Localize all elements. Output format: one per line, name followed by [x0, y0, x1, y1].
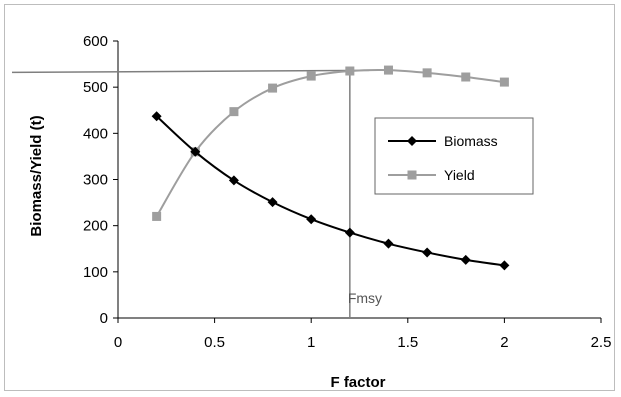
annotations-layer: Fmsy [11, 69, 382, 318]
yield-point [229, 107, 239, 117]
legend-item-yield: Yield [388, 167, 475, 183]
x-tick-label: 2 [500, 334, 508, 351]
x-tick-label: 1.5 [397, 334, 418, 351]
yield-line [155, 68, 505, 217]
y-tick-label: 400 [83, 125, 108, 142]
y-tick-label: 600 [83, 33, 108, 50]
y-tick-label: 100 [83, 264, 108, 281]
chart-frame [4, 4, 615, 391]
biomass-point [151, 111, 162, 122]
yield-point [345, 66, 355, 76]
x-tick-label: 0.5 [204, 334, 225, 351]
biomass-point [190, 146, 201, 157]
x-tick-label: 1 [307, 334, 315, 351]
y-tick-label: 500 [83, 79, 108, 96]
yield-point [152, 211, 162, 221]
series-layer [151, 65, 510, 271]
legend-label: Biomass [444, 133, 498, 149]
yield-point [499, 77, 509, 87]
x-axis-title: F factor [330, 374, 385, 391]
biomass-point [267, 197, 278, 208]
biomass-point [460, 254, 471, 265]
y-axis-title: Biomass/Yield (t) [28, 115, 45, 236]
y-tick-label: 200 [83, 218, 108, 235]
x-tick-label: 0 [114, 334, 122, 351]
biomass-point [422, 247, 433, 258]
msy-reference-line [11, 69, 370, 74]
biomass-series [151, 111, 510, 271]
biomass-line [155, 115, 505, 267]
yield-point [383, 65, 393, 75]
biomass-point [306, 214, 317, 225]
yield-point [461, 72, 471, 82]
legend-swatch-marker [407, 136, 417, 146]
legend-swatch-marker [407, 170, 417, 180]
biomass-point [228, 175, 239, 186]
yield-point [268, 83, 278, 93]
y-tick-label: 0 [100, 310, 108, 327]
fmsy-label: Fmsy [348, 290, 382, 306]
legend-item-biomass: Biomass [388, 133, 498, 149]
legend-box [374, 117, 534, 195]
yield-point [422, 68, 432, 78]
biomass-point [344, 227, 355, 238]
axes: 0 100 200 300 400 500 600 0 0.5 1 1.5 2 2.5 [83, 33, 611, 351]
x-tick-label: 2.5 [591, 334, 612, 351]
legend-label: Yield [444, 167, 475, 183]
y-tick-label: 300 [83, 172, 108, 189]
biomass-point [383, 238, 394, 249]
yield-point [306, 71, 316, 81]
biomass-point [499, 260, 510, 271]
legend: Biomass Yield [374, 117, 534, 195]
